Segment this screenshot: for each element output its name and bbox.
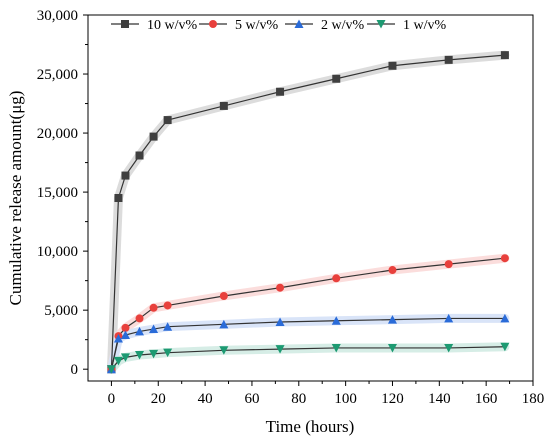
series-markers	[106, 51, 510, 374]
data-point	[163, 301, 172, 310]
data-point	[163, 116, 172, 125]
x-tick-label: 0	[108, 391, 116, 407]
data-point	[121, 323, 130, 332]
x-tick-label: 100	[334, 391, 357, 407]
data-point	[388, 61, 397, 70]
data-point	[121, 171, 130, 180]
x-tick-label: 20	[151, 391, 166, 407]
data-point	[331, 343, 341, 353]
data-point	[444, 55, 453, 64]
data-point	[135, 326, 145, 336]
data-point	[114, 194, 123, 202]
x-axis-label: Time (hours)	[266, 417, 355, 436]
data-point	[219, 319, 229, 329]
data-point	[219, 346, 229, 355]
data-point	[500, 342, 510, 352]
x-tick-label: 40	[198, 391, 213, 407]
data-point	[500, 51, 509, 60]
data-point	[500, 313, 510, 323]
data-point	[276, 283, 285, 292]
y-tick-label: 0	[71, 362, 79, 378]
data-point	[444, 313, 454, 323]
legend-label: 2 w/v%	[321, 18, 365, 33]
data-point	[113, 356, 123, 366]
x-axis: 0 20 40 60 80 100 120 140 160 180	[108, 381, 545, 407]
x-tick-label: 120	[381, 391, 404, 407]
y-tick-label: 30,000	[37, 8, 78, 24]
data-point	[163, 348, 173, 358]
y-axis: 0 5,000 10,000 15,000 20,000 25,000 30,000	[37, 8, 88, 378]
data-point	[120, 353, 130, 362]
data-point	[332, 274, 341, 283]
data-point	[275, 317, 285, 326]
data-point	[135, 314, 144, 323]
data-point	[219, 101, 228, 110]
x-tick-label: 80	[291, 391, 306, 407]
x-tick-label: 180	[522, 391, 545, 407]
data-point	[149, 132, 158, 141]
data-point	[444, 343, 454, 353]
y-tick-label: 15,000	[37, 185, 78, 201]
y-tick-label: 25,000	[37, 67, 78, 83]
data-point	[149, 324, 159, 334]
x-tick-label: 160	[475, 391, 498, 407]
data-point	[135, 151, 144, 160]
y-axis-label: Cumulative release amount(μg)	[6, 91, 25, 306]
legend-label: 5 w/v%	[235, 18, 279, 33]
legend-marker	[121, 20, 129, 28]
data-point	[388, 266, 397, 275]
data-point	[387, 315, 397, 324]
data-point	[500, 254, 509, 263]
plot-frame	[87, 14, 534, 382]
legend-marker	[376, 20, 386, 29]
legend-label: 1 w/v%	[403, 18, 447, 33]
data-point	[387, 343, 397, 353]
legend-marker	[209, 20, 217, 28]
legend-marker	[294, 19, 304, 28]
data-point	[332, 74, 341, 83]
x-tick-label: 140	[428, 391, 451, 407]
data-point	[106, 365, 116, 374]
y-tick-label: 20,000	[37, 126, 78, 142]
data-point	[219, 291, 228, 300]
data-point	[444, 260, 453, 269]
legend-label: 10 w/v%	[147, 18, 198, 33]
data-point	[149, 303, 158, 312]
data-point	[163, 322, 173, 331]
data-point	[276, 87, 285, 96]
legend: 10 w/v% 5 w/v% 2 w/v% 1 w/v%	[111, 18, 447, 33]
data-point	[331, 316, 341, 325]
y-tick-label: 5,000	[44, 303, 78, 319]
x-tick-label: 60	[244, 391, 259, 407]
data-point	[149, 349, 159, 359]
data-point	[275, 345, 285, 354]
data-point	[120, 330, 130, 339]
y-tick-label: 10,000	[37, 244, 78, 260]
data-point	[135, 351, 145, 360]
data-point	[113, 333, 123, 343]
